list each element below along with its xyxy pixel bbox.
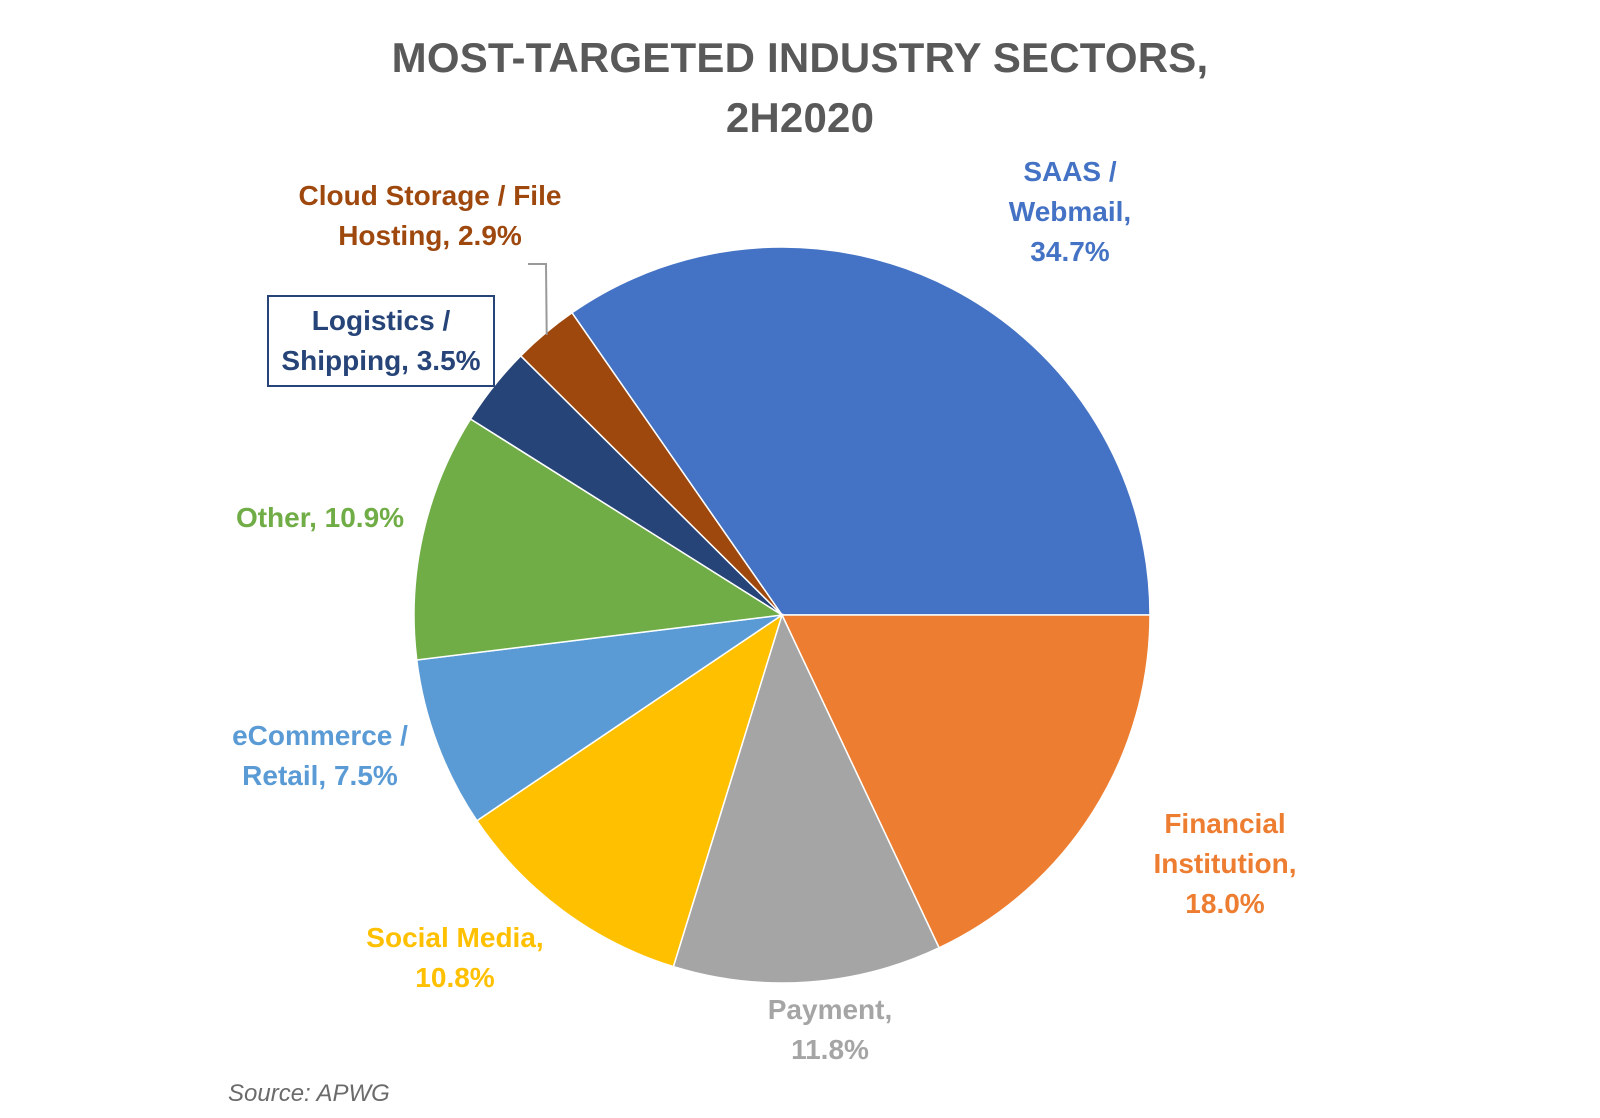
data-label-other: Other, 10.9% [235,502,405,533]
chart-title-line-1: MOST-TARGETED INDUSTRY SECTORS, [391,34,1209,81]
pie-slice-ecommerce-retail [415,614,783,822]
pie-slice-cloud-storage-file-hosting [519,311,783,616]
data-label-logistics-shipping: Logistics / Shipping, 3.5% [267,295,495,387]
data-label-ecommerce-retail: eCommerce / Retail, 7.5% [232,720,408,791]
data-label-social-media: Social Media, 10.8% [366,922,544,993]
pie-slice-social-media [475,613,784,968]
data-label-financial-institution: Financial Institution, 18.0% [1153,808,1297,919]
pie-slice-payment [672,612,941,984]
leader-line-cloud-storage [528,263,548,335]
pie-slice-other [413,417,785,661]
pie-slice-financial-institution [780,614,1151,949]
source-note: Source: APWG [228,1080,390,1107]
pie-slice-saas-webmail [570,246,1151,616]
data-label-payment: Payment, 11.8% [767,994,893,1065]
chart-title-line-2: 2H2020 [725,94,875,141]
data-label-saas-webmail: SAAS / Webmail, 34.7% [1008,156,1132,267]
data-label-cloud-storage-file-hosting: Cloud Storage / File Hosting, 2.9% [298,180,562,251]
